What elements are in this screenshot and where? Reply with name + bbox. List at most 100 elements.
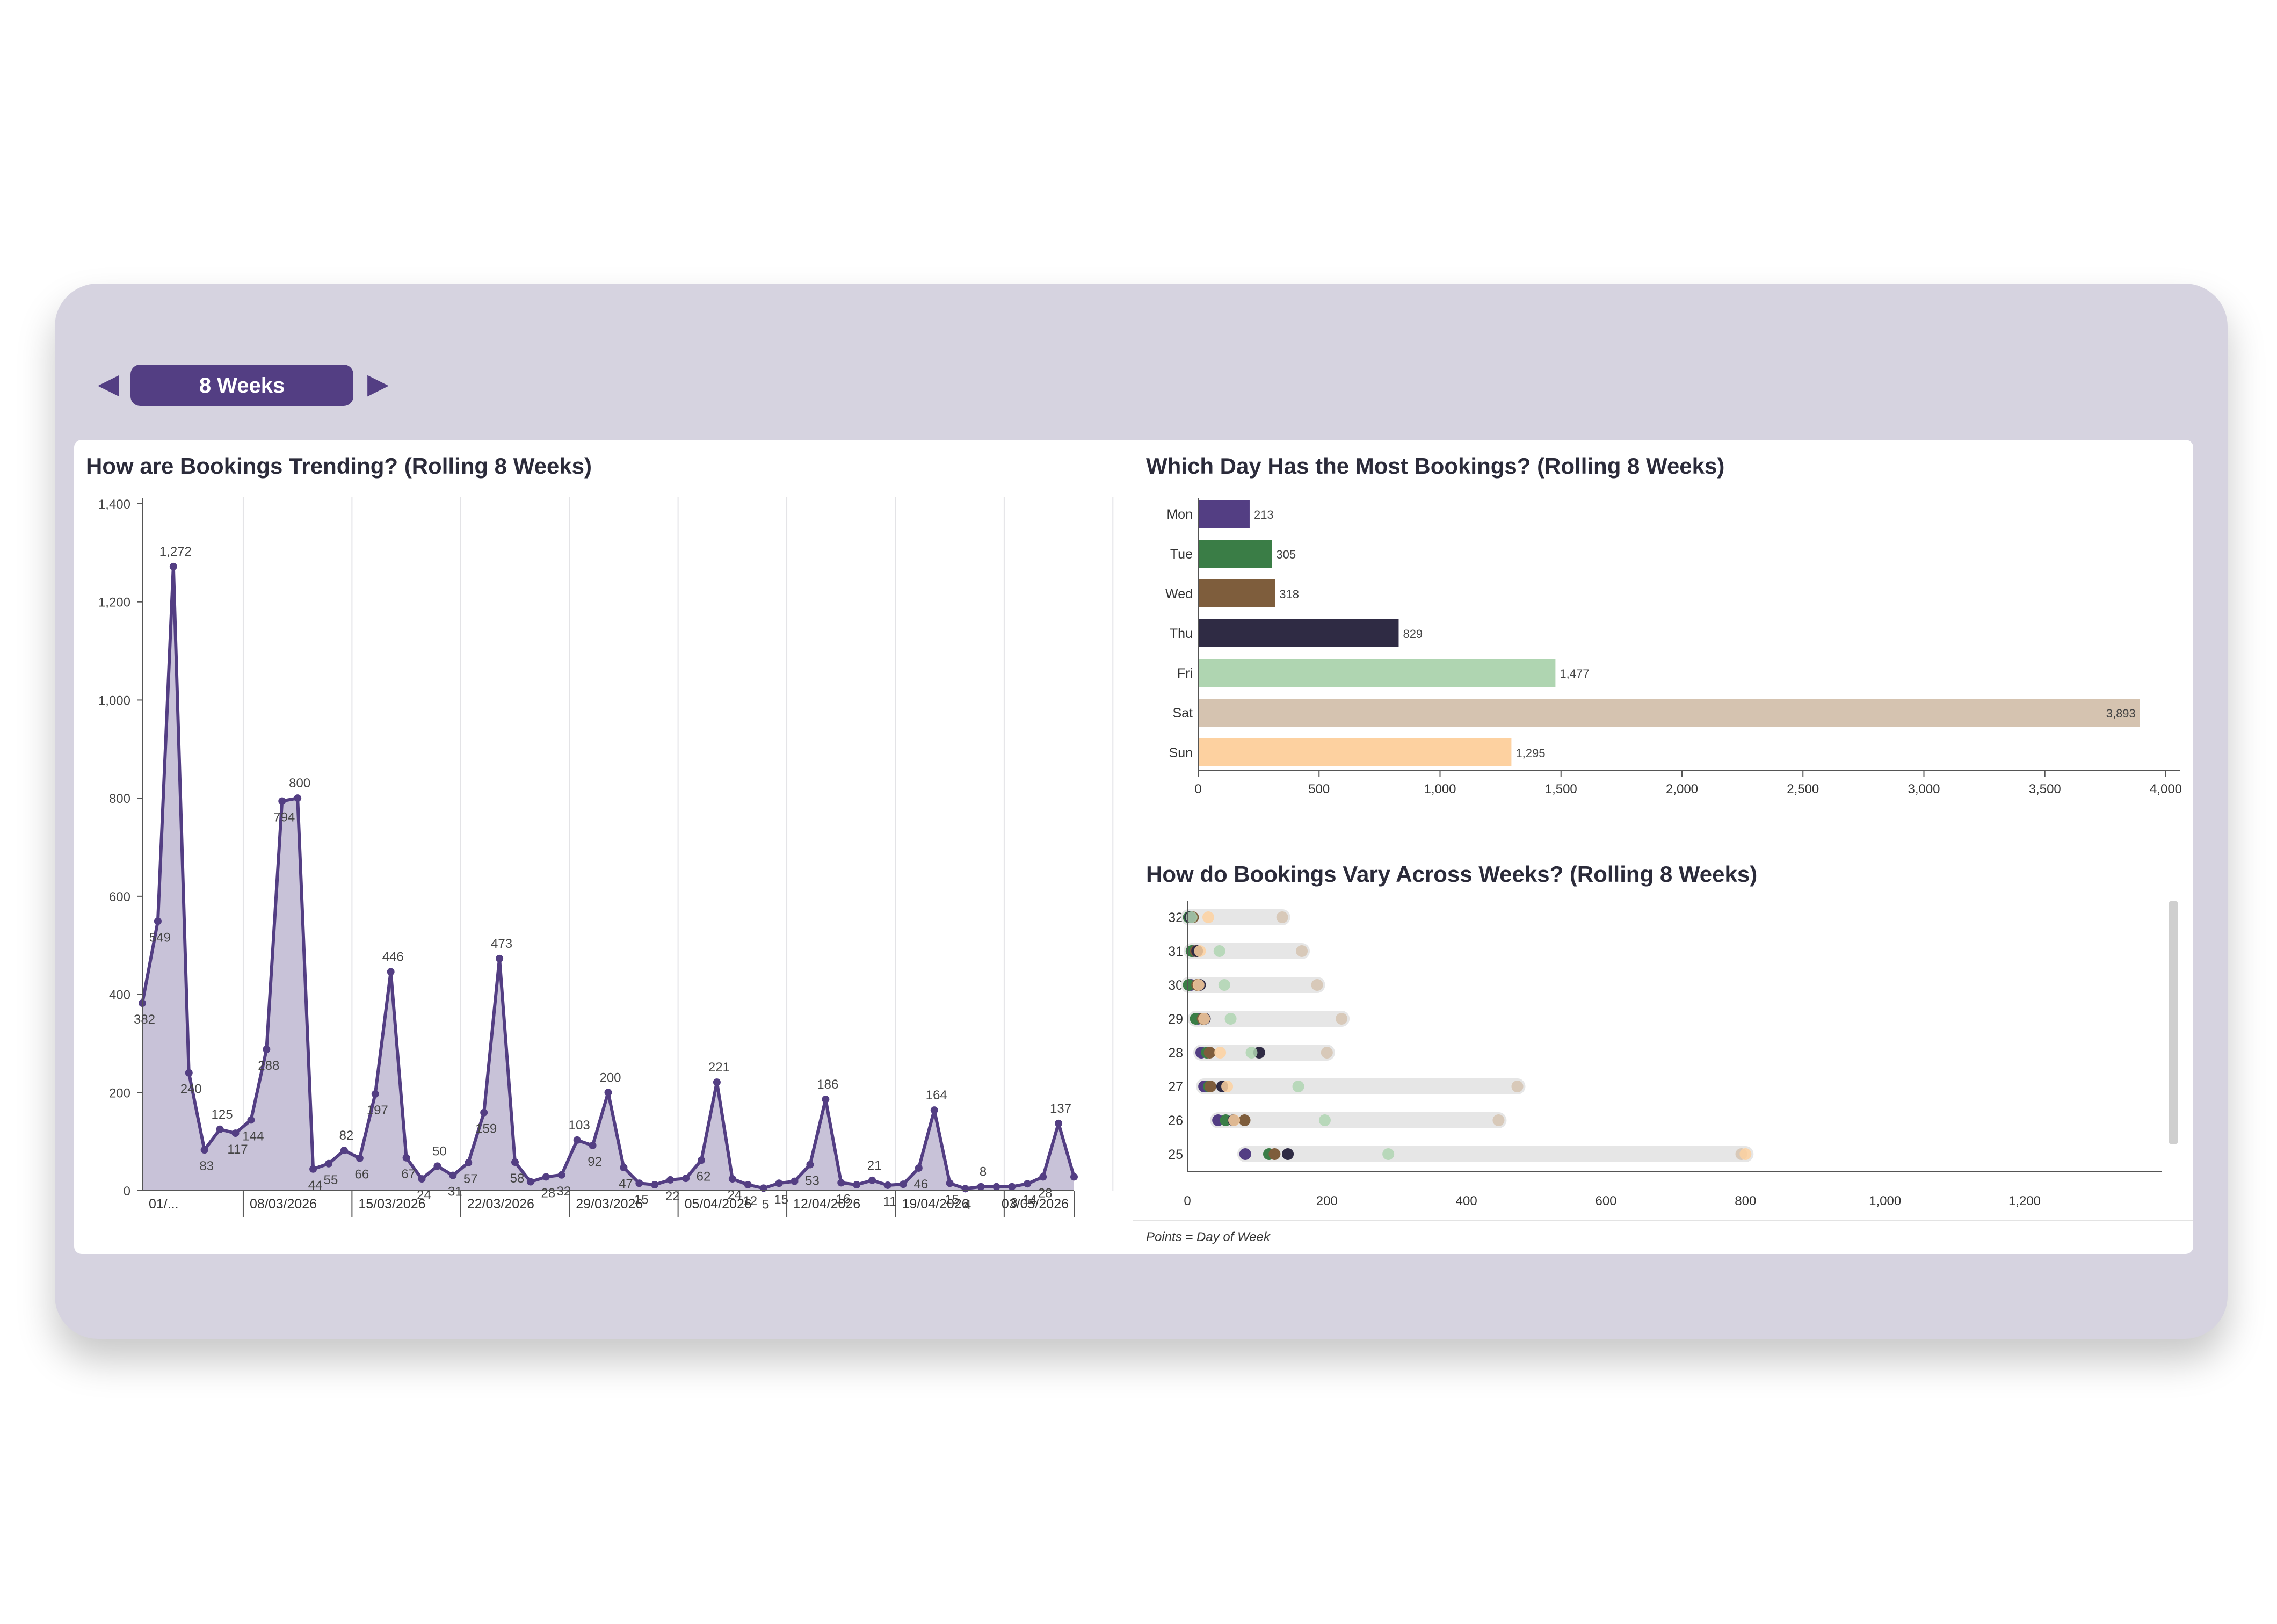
trend-data-label: 24 xyxy=(417,1188,431,1202)
trend-x-tick-label: 12/04/2026 xyxy=(793,1197,860,1212)
trend-point xyxy=(247,1116,255,1124)
day-x-tick-label: 2,000 xyxy=(1666,782,1698,796)
day-x-tick-label: 3,000 xyxy=(1908,782,1940,796)
week-chart-scrollbar[interactable] xyxy=(2169,901,2178,1144)
trend-point xyxy=(946,1179,954,1187)
trend-point xyxy=(542,1173,550,1181)
trend-point xyxy=(806,1161,814,1169)
trend-data-label: 14 xyxy=(1023,1193,1037,1207)
footer-divider xyxy=(1133,1220,2193,1221)
day-x-tick-label: 0 xyxy=(1194,782,1201,796)
trend-point xyxy=(496,954,504,962)
trend-data-label: 31 xyxy=(448,1185,462,1199)
period-selector-button[interactable]: 8 Weeks xyxy=(130,365,353,406)
week-point-sun xyxy=(1194,945,1206,957)
trend-point xyxy=(309,1165,317,1173)
trend-point xyxy=(1008,1183,1016,1191)
day-bar-tue xyxy=(1198,540,1272,568)
day-bar-value-label: 318 xyxy=(1279,588,1299,601)
trend-data-label: 103 xyxy=(569,1118,590,1133)
trend-point xyxy=(1070,1173,1078,1181)
trend-point xyxy=(775,1179,783,1187)
trend-point xyxy=(1055,1119,1063,1127)
trend-data-label: 21 xyxy=(867,1158,882,1173)
day-category-label: Tue xyxy=(1170,547,1193,562)
trend-data-label: 8 xyxy=(1011,1196,1018,1210)
week-point-sat xyxy=(1492,1114,1505,1126)
trend-data-label: 5 xyxy=(762,1197,769,1212)
trend-point xyxy=(915,1164,923,1172)
day-x-tick-label: 1,000 xyxy=(1424,782,1456,796)
trend-data-label: 28 xyxy=(541,1186,555,1200)
trend-point xyxy=(387,968,395,976)
day-bar-value-label: 3,893 xyxy=(2106,707,2136,720)
trend-point xyxy=(604,1089,612,1097)
trend-point xyxy=(992,1183,1000,1191)
trend-point xyxy=(231,1129,240,1137)
trend-point xyxy=(325,1159,332,1168)
trend-data-label: 159 xyxy=(475,1122,497,1136)
week-category-label: 25 xyxy=(1168,1147,1183,1162)
week-point-sat xyxy=(1511,1081,1524,1092)
trend-point xyxy=(822,1096,830,1104)
trend-point xyxy=(557,1171,565,1179)
day-category-label: Sat xyxy=(1172,706,1193,721)
trend-x-tick-label: 08/03/2026 xyxy=(250,1197,317,1212)
trend-data-label: 55 xyxy=(324,1173,338,1187)
next-period-button[interactable]: ▶ xyxy=(362,365,394,403)
week-x-tick-label: 800 xyxy=(1735,1194,1756,1208)
trend-y-tick-label: 200 xyxy=(109,1086,130,1100)
trend-data-label: 47 xyxy=(619,1177,633,1191)
trend-data-label: 382 xyxy=(134,1012,155,1027)
trend-point xyxy=(356,1154,364,1162)
trend-data-label: 221 xyxy=(708,1060,730,1075)
week-point-sun xyxy=(1202,911,1214,923)
day-x-tick-label: 4,000 xyxy=(2150,782,2182,796)
trend-data-label: 4 xyxy=(964,1198,971,1212)
trend-point xyxy=(433,1162,441,1170)
trend-y-tick-label: 1,200 xyxy=(98,596,130,610)
trend-point xyxy=(744,1181,752,1189)
day-category-label: Mon xyxy=(1166,507,1193,522)
trend-data-label: 16 xyxy=(836,1192,851,1206)
trend-x-tick-label: 03/05/2026 xyxy=(1002,1197,1069,1212)
week-point-tue xyxy=(1183,979,1195,991)
day-x-tick-label: 500 xyxy=(1308,782,1330,796)
week-point-fri xyxy=(1213,945,1225,957)
trend-data-label: 83 xyxy=(199,1159,214,1173)
trend-point xyxy=(837,1179,845,1187)
trend-point xyxy=(418,1175,426,1183)
trend-point xyxy=(449,1171,457,1179)
week-point-mon xyxy=(1239,1148,1251,1160)
trend-point xyxy=(340,1147,348,1155)
trend-point xyxy=(620,1164,628,1172)
day-x-tick-label: 3,500 xyxy=(2029,782,2061,796)
trend-data-label: 44 xyxy=(308,1178,323,1193)
trend-point xyxy=(899,1180,907,1188)
week-category-label: 26 xyxy=(1168,1113,1183,1128)
trend-data-label: 240 xyxy=(180,1082,202,1097)
trend-point xyxy=(465,1158,473,1166)
trend-point xyxy=(682,1175,690,1183)
trend-y-tick-label: 400 xyxy=(109,988,130,1003)
trend-data-label: 473 xyxy=(491,937,512,951)
trend-point xyxy=(635,1179,643,1187)
week-point-sat xyxy=(1336,1013,1348,1025)
trend-x-tick-label: 29/03/2026 xyxy=(576,1197,643,1212)
trend-data-label: 11 xyxy=(883,1194,897,1209)
week-x-tick-label: 1,000 xyxy=(1869,1194,1901,1208)
trend-data-label: 288 xyxy=(258,1058,279,1073)
week-category-label: 28 xyxy=(1168,1046,1183,1061)
day-x-tick-label: 2,500 xyxy=(1787,782,1819,796)
week-point-sun xyxy=(1228,1114,1241,1126)
trend-point xyxy=(759,1184,767,1192)
trend-data-label: 794 xyxy=(273,810,295,825)
day-bar-fri xyxy=(1198,659,1556,687)
trend-data-label: 8 xyxy=(980,1165,987,1179)
week-x-tick-label: 1,200 xyxy=(2008,1194,2041,1208)
trend-data-label: 50 xyxy=(432,1144,447,1158)
prev-period-button[interactable]: ◀ xyxy=(92,365,125,403)
trend-data-label: 57 xyxy=(463,1172,478,1186)
trend-y-tick-label: 1,400 xyxy=(98,497,130,512)
day-bar-value-label: 1,295 xyxy=(1515,746,1545,760)
